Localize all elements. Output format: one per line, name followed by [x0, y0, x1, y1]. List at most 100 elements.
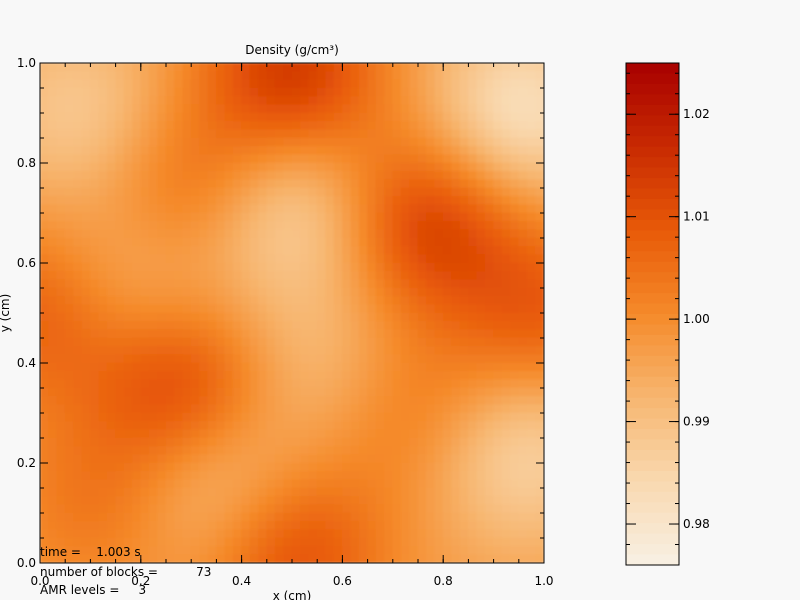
heatmap-cell — [241, 462, 251, 472]
heatmap-cell — [216, 79, 226, 89]
heatmap-cell — [207, 146, 217, 155]
heatmap-cell — [434, 279, 444, 289]
heatmap-cell — [535, 321, 544, 330]
heatmap-cell — [115, 212, 125, 222]
heatmap-cell — [224, 112, 234, 122]
heatmap-cell — [56, 321, 66, 330]
heatmap-cell — [81, 87, 91, 97]
heatmap-cell — [73, 87, 83, 97]
heatmap-cell — [350, 146, 360, 155]
heatmap-cell — [174, 121, 184, 130]
heatmap-cell — [300, 471, 310, 480]
heatmap-cell — [417, 546, 427, 555]
heatmap-cell — [451, 437, 461, 447]
heatmap-cell — [98, 546, 108, 555]
heatmap-cell — [535, 337, 544, 347]
heatmap-cell — [207, 446, 217, 455]
heatmap-cell — [157, 171, 167, 180]
heatmap-cell — [400, 254, 410, 264]
heatmap-cell — [249, 71, 259, 80]
heatmap-cell — [165, 187, 175, 197]
heatmap-cell — [241, 63, 251, 72]
heatmap-cell — [283, 337, 293, 347]
heatmap-cell — [468, 137, 478, 147]
heatmap-cell — [283, 362, 293, 372]
heatmap-cell — [333, 546, 343, 555]
heatmap-cell — [459, 412, 469, 422]
heatmap-cell — [224, 529, 234, 539]
heatmap-cell — [174, 137, 184, 147]
heatmap-cell — [115, 129, 125, 139]
heatmap-cell — [140, 496, 150, 505]
heatmap-cell — [98, 154, 108, 164]
heatmap-cell — [48, 521, 58, 530]
colorbar-band — [626, 219, 679, 231]
heatmap-cell — [241, 521, 251, 530]
heatmap-cell — [468, 379, 478, 389]
heatmap-cell — [409, 546, 419, 555]
heatmap-cell — [300, 379, 310, 389]
heatmap-cell — [190, 146, 200, 155]
heatmap-cell — [157, 146, 167, 155]
heatmap-cell — [316, 404, 326, 414]
heatmap-cell — [392, 237, 402, 247]
heatmap-cell — [64, 512, 74, 522]
heatmap-cell — [40, 321, 49, 330]
heatmap-cell — [157, 221, 167, 230]
heatmap-cell — [476, 329, 486, 339]
heatmap-cell — [451, 546, 461, 555]
heatmap-cell — [316, 296, 326, 305]
colorbar-band — [626, 303, 679, 315]
x-tick-label: 0.4 — [232, 574, 251, 588]
heatmap-cell — [56, 329, 66, 339]
heatmap-cell — [140, 129, 150, 139]
heatmap-cell — [207, 462, 217, 472]
heatmap-cell — [64, 187, 74, 197]
heatmap-cell — [300, 546, 310, 555]
heatmap-cell — [182, 204, 192, 214]
heatmap-cell — [535, 379, 544, 389]
heatmap-cell — [249, 487, 259, 497]
heatmap-cell — [342, 362, 352, 372]
heatmap-cell — [501, 521, 511, 530]
heatmap-cell — [308, 171, 318, 180]
heatmap-cell — [384, 221, 394, 230]
heatmap-cell — [518, 187, 528, 197]
heatmap-cell — [258, 254, 268, 264]
heatmap-cell — [73, 462, 83, 472]
heatmap-cell — [409, 296, 419, 305]
heatmap-cell — [367, 154, 377, 164]
heatmap-cell — [232, 237, 242, 247]
heatmap-cell — [40, 121, 49, 130]
heatmap-cell — [350, 104, 360, 114]
heatmap-cell — [291, 346, 301, 355]
heatmap-cell — [174, 404, 184, 414]
heatmap-cell — [90, 237, 100, 247]
heatmap-cell — [190, 554, 200, 563]
heatmap-cell — [468, 404, 478, 414]
heatmap-cell — [300, 162, 310, 172]
colorbar-tick-label: 0.99 — [683, 415, 710, 429]
heatmap-cell — [106, 171, 116, 180]
heatmap-cell — [140, 304, 150, 314]
heatmap-cell — [207, 162, 217, 172]
heatmap-cell — [518, 462, 528, 472]
heatmap-cell — [434, 179, 444, 189]
heatmap-cell — [535, 496, 544, 505]
heatmap-cell — [157, 296, 167, 305]
heatmap-cell — [283, 187, 293, 197]
heatmap-cell — [132, 79, 142, 89]
heatmap-cell — [174, 187, 184, 197]
heatmap-cell — [157, 254, 167, 264]
heatmap-cell — [350, 196, 360, 205]
heatmap-cell — [367, 71, 377, 80]
heatmap-cell — [442, 121, 452, 130]
heatmap-cell — [40, 287, 49, 297]
heatmap-cell — [165, 96, 175, 105]
heatmap-cell — [510, 412, 520, 422]
heatmap-cell — [484, 187, 494, 197]
heatmap-cell — [333, 196, 343, 205]
heatmap-cell — [174, 279, 184, 289]
heatmap-cell — [300, 454, 310, 464]
heatmap-cell — [442, 187, 452, 197]
